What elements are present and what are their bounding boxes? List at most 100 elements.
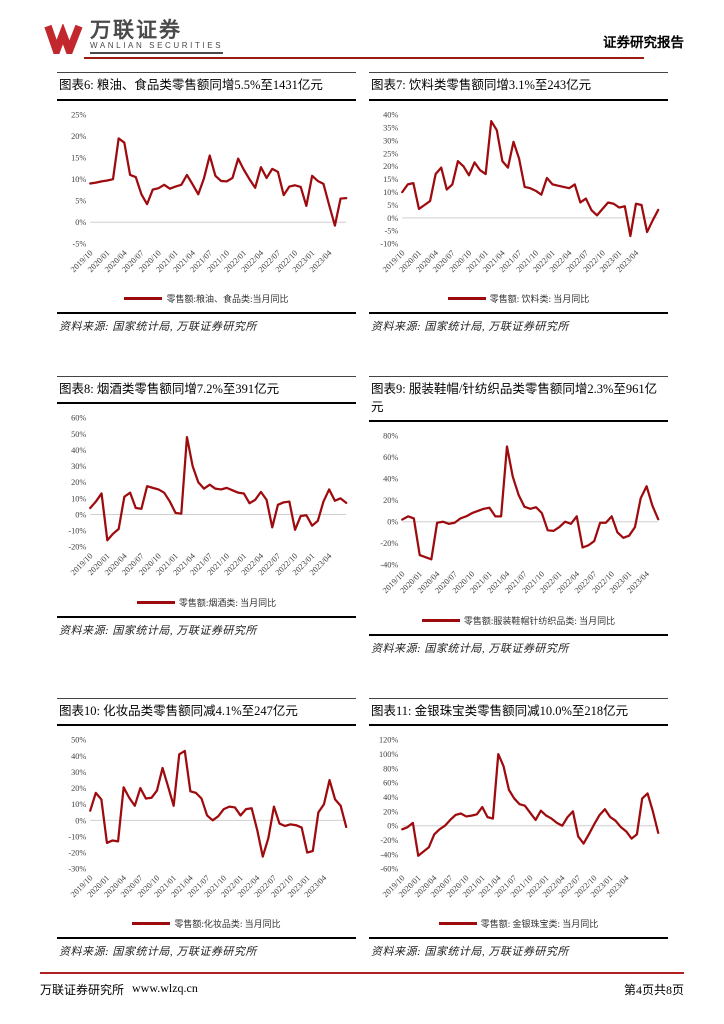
figure-title: 图表11: 金银珠宝类零售额同减10.0%至218亿元 bbox=[369, 697, 668, 726]
svg-text:40%: 40% bbox=[383, 793, 398, 802]
svg-text:40%: 40% bbox=[71, 752, 86, 761]
svg-text:0%: 0% bbox=[387, 821, 398, 830]
footer-website: www.wlzq.cn bbox=[132, 981, 198, 995]
svg-text:-30%: -30% bbox=[68, 864, 86, 873]
svg-text:80%: 80% bbox=[383, 764, 398, 773]
svg-text:-40%: -40% bbox=[380, 850, 398, 859]
svg-text:30%: 30% bbox=[71, 462, 86, 471]
svg-text:15%: 15% bbox=[383, 175, 398, 184]
legend-line-swatch bbox=[447, 296, 486, 300]
chart-legend: 零售额:粮油、食品类:当月同比 bbox=[57, 292, 356, 305]
page-header: 万联证券 WANLIAN SECURITIES 证券研究报告 bbox=[0, 0, 724, 60]
svg-text:10%: 10% bbox=[71, 175, 86, 184]
line-chart: 25%20%15%10%5%0%-5%2019/102020/012020/04… bbox=[69, 110, 348, 274]
svg-text:35%: 35% bbox=[383, 123, 398, 132]
svg-text:100%: 100% bbox=[379, 750, 398, 759]
logo-english-name: WANLIAN SECURITIES bbox=[90, 41, 224, 50]
legend-label: 零售额:粮油、食品类:当月同比 bbox=[166, 293, 289, 304]
svg-text:20%: 20% bbox=[71, 478, 86, 487]
line-chart: 50%40%30%20%10%0%-10%-20%-30%2019/102020… bbox=[68, 735, 348, 899]
legend-line-swatch bbox=[132, 922, 171, 926]
legend-label: 零售额: 饮料类: 当月同比 bbox=[489, 293, 590, 304]
svg-text:-20%: -20% bbox=[380, 539, 398, 548]
svg-text:80%: 80% bbox=[383, 432, 398, 441]
figure-block: 图表8: 烟酒类零售额同增7.2%至391亿元 60% 50% 40% 30% 20% 1… bbox=[57, 375, 356, 656]
figure-source: 资料来源: 国家统计局, 万联证券研究所 bbox=[369, 311, 668, 334]
svg-text:20%: 20% bbox=[383, 496, 398, 505]
svg-text:60%: 60% bbox=[383, 778, 398, 787]
header-divider bbox=[84, 57, 644, 60]
wanlian-logo: 万联证券 WANLIAN SECURITIES bbox=[44, 19, 224, 55]
legend-label: 零售额:化妆品类: 当月同比 bbox=[174, 919, 281, 930]
svg-text:50%: 50% bbox=[71, 735, 86, 744]
legend-line-swatch bbox=[438, 922, 477, 926]
svg-text:20%: 20% bbox=[71, 784, 86, 793]
svg-text:20%: 20% bbox=[383, 807, 398, 816]
chart-legend: 零售额: 金银珠宝类: 当月同比 bbox=[369, 917, 668, 930]
svg-text:-40%: -40% bbox=[380, 561, 398, 570]
figure-block: 图表7: 饮料类零售额同增3.1%至243亿元 40% 35% 30% 25% 20% 1… bbox=[369, 72, 668, 334]
chart-legend: 零售额: 饮料类: 当月同比 bbox=[369, 292, 668, 305]
chart-legend: 零售额:化妆品类: 当月同比 bbox=[57, 917, 356, 930]
figures-grid: 图表6: 粮油、食品类零售额同增5.5%至1431亿元 25% 20% 15% 10%… bbox=[57, 72, 668, 959]
svg-text:0%: 0% bbox=[75, 218, 86, 227]
logo-chinese-name: 万联证券 bbox=[90, 19, 182, 42]
report-type-label: 证券研究报告 bbox=[603, 35, 684, 51]
figure-source: 资料来源: 国家统计局, 万联证券研究所 bbox=[57, 615, 356, 638]
svg-text:10%: 10% bbox=[71, 800, 86, 809]
page-footer: 万联证券研究所 www.wlzq.cn 第4页共8页 bbox=[40, 972, 684, 998]
svg-text:0%: 0% bbox=[387, 213, 398, 222]
line-chart: 120%100%80%60%40%20%0%-20%-40%-60%2019/1… bbox=[379, 735, 660, 899]
svg-text:-20%: -20% bbox=[68, 848, 86, 857]
line-chart: 40%35%30%25%20%15%10%5%0%-5%-10%2019/102… bbox=[380, 110, 660, 274]
svg-text:-60%: -60% bbox=[380, 864, 398, 873]
svg-text:-10%: -10% bbox=[380, 239, 398, 248]
footer-page-number: 第4页共8页 bbox=[623, 983, 684, 997]
figure-block: 图表11: 金银珠宝类零售额同减10.0%至218亿元 120% 100% 80% 6… bbox=[369, 697, 668, 960]
figure-source: 资料来源: 国家统计局, 万联证券研究所 bbox=[369, 633, 668, 656]
svg-text:0%: 0% bbox=[75, 511, 86, 520]
svg-text:0%: 0% bbox=[75, 816, 86, 825]
svg-text:-5%: -5% bbox=[384, 226, 398, 235]
legend-line-swatch bbox=[421, 618, 460, 622]
legend-line-swatch bbox=[124, 296, 163, 300]
figure-title: 图表9: 服装鞋帽/针纺织品类零售额同增2.3%至961亿元 bbox=[369, 375, 668, 423]
svg-text:10%: 10% bbox=[71, 494, 86, 503]
chart-legend: 零售额:服装鞋帽针纺织品类: 当月同比 bbox=[369, 614, 668, 627]
logo-w-icon bbox=[44, 24, 84, 55]
legend-label: 零售额:烟酒类: 当月同比 bbox=[178, 597, 277, 608]
svg-text:40%: 40% bbox=[383, 475, 398, 484]
svg-text:5%: 5% bbox=[387, 200, 398, 209]
svg-text:-5%: -5% bbox=[72, 239, 86, 248]
svg-text:30%: 30% bbox=[71, 768, 86, 777]
footer-institute: 万联证券研究所 bbox=[40, 983, 125, 997]
figure-source: 资料来源: 国家统计局, 万联证券研究所 bbox=[57, 311, 356, 334]
figure-source: 资料来源: 国家统计局, 万联证券研究所 bbox=[57, 937, 356, 959]
figure-source: 资料来源: 国家统计局, 万联证券研究所 bbox=[369, 937, 668, 959]
figure-title: 图表6: 粮油、食品类零售额同增5.5%至1431亿元 bbox=[57, 72, 356, 101]
svg-text:20%: 20% bbox=[71, 132, 86, 141]
svg-text:-10%: -10% bbox=[68, 527, 86, 536]
figure-title: 图表10: 化妆品类零售额同减4.1%至247亿元 bbox=[57, 697, 356, 726]
figure-title: 图表8: 烟酒类零售额同增7.2%至391亿元 bbox=[57, 375, 356, 405]
line-chart: 80%60%40%20%0%-20%-40%2019/102020/012020… bbox=[380, 432, 660, 595]
svg-text:10%: 10% bbox=[383, 188, 398, 197]
footer-divider bbox=[40, 972, 684, 974]
svg-text:15%: 15% bbox=[71, 153, 86, 162]
svg-text:25%: 25% bbox=[71, 110, 86, 119]
svg-text:20%: 20% bbox=[383, 162, 398, 171]
chart-legend: 零售额:烟酒类: 当月同比 bbox=[57, 596, 356, 609]
svg-text:40%: 40% bbox=[71, 446, 86, 455]
legend-label: 零售额:服装鞋帽针纺织品类: 当月同比 bbox=[463, 615, 616, 626]
svg-text:25%: 25% bbox=[383, 149, 398, 158]
figure-block: 图表9: 服装鞋帽/针纺织品类零售额同增2.3%至961亿元 80% 60% 40%… bbox=[369, 375, 668, 656]
svg-text:-20%: -20% bbox=[380, 836, 398, 845]
line-chart: 60%50%40%30%20%10%0%-10%-20%2019/102020/… bbox=[68, 414, 348, 577]
svg-text:-20%: -20% bbox=[68, 543, 86, 552]
svg-text:0%: 0% bbox=[387, 518, 398, 527]
svg-text:40%: 40% bbox=[383, 110, 398, 119]
svg-text:50%: 50% bbox=[71, 430, 86, 439]
figure-block: 图表6: 粮油、食品类零售额同增5.5%至1431亿元 25% 20% 15% 10%… bbox=[57, 72, 356, 334]
svg-text:30%: 30% bbox=[383, 136, 398, 145]
figure-block: 图表10: 化妆品类零售额同减4.1%至247亿元 50% 40% 30% 20% 10… bbox=[57, 697, 356, 960]
